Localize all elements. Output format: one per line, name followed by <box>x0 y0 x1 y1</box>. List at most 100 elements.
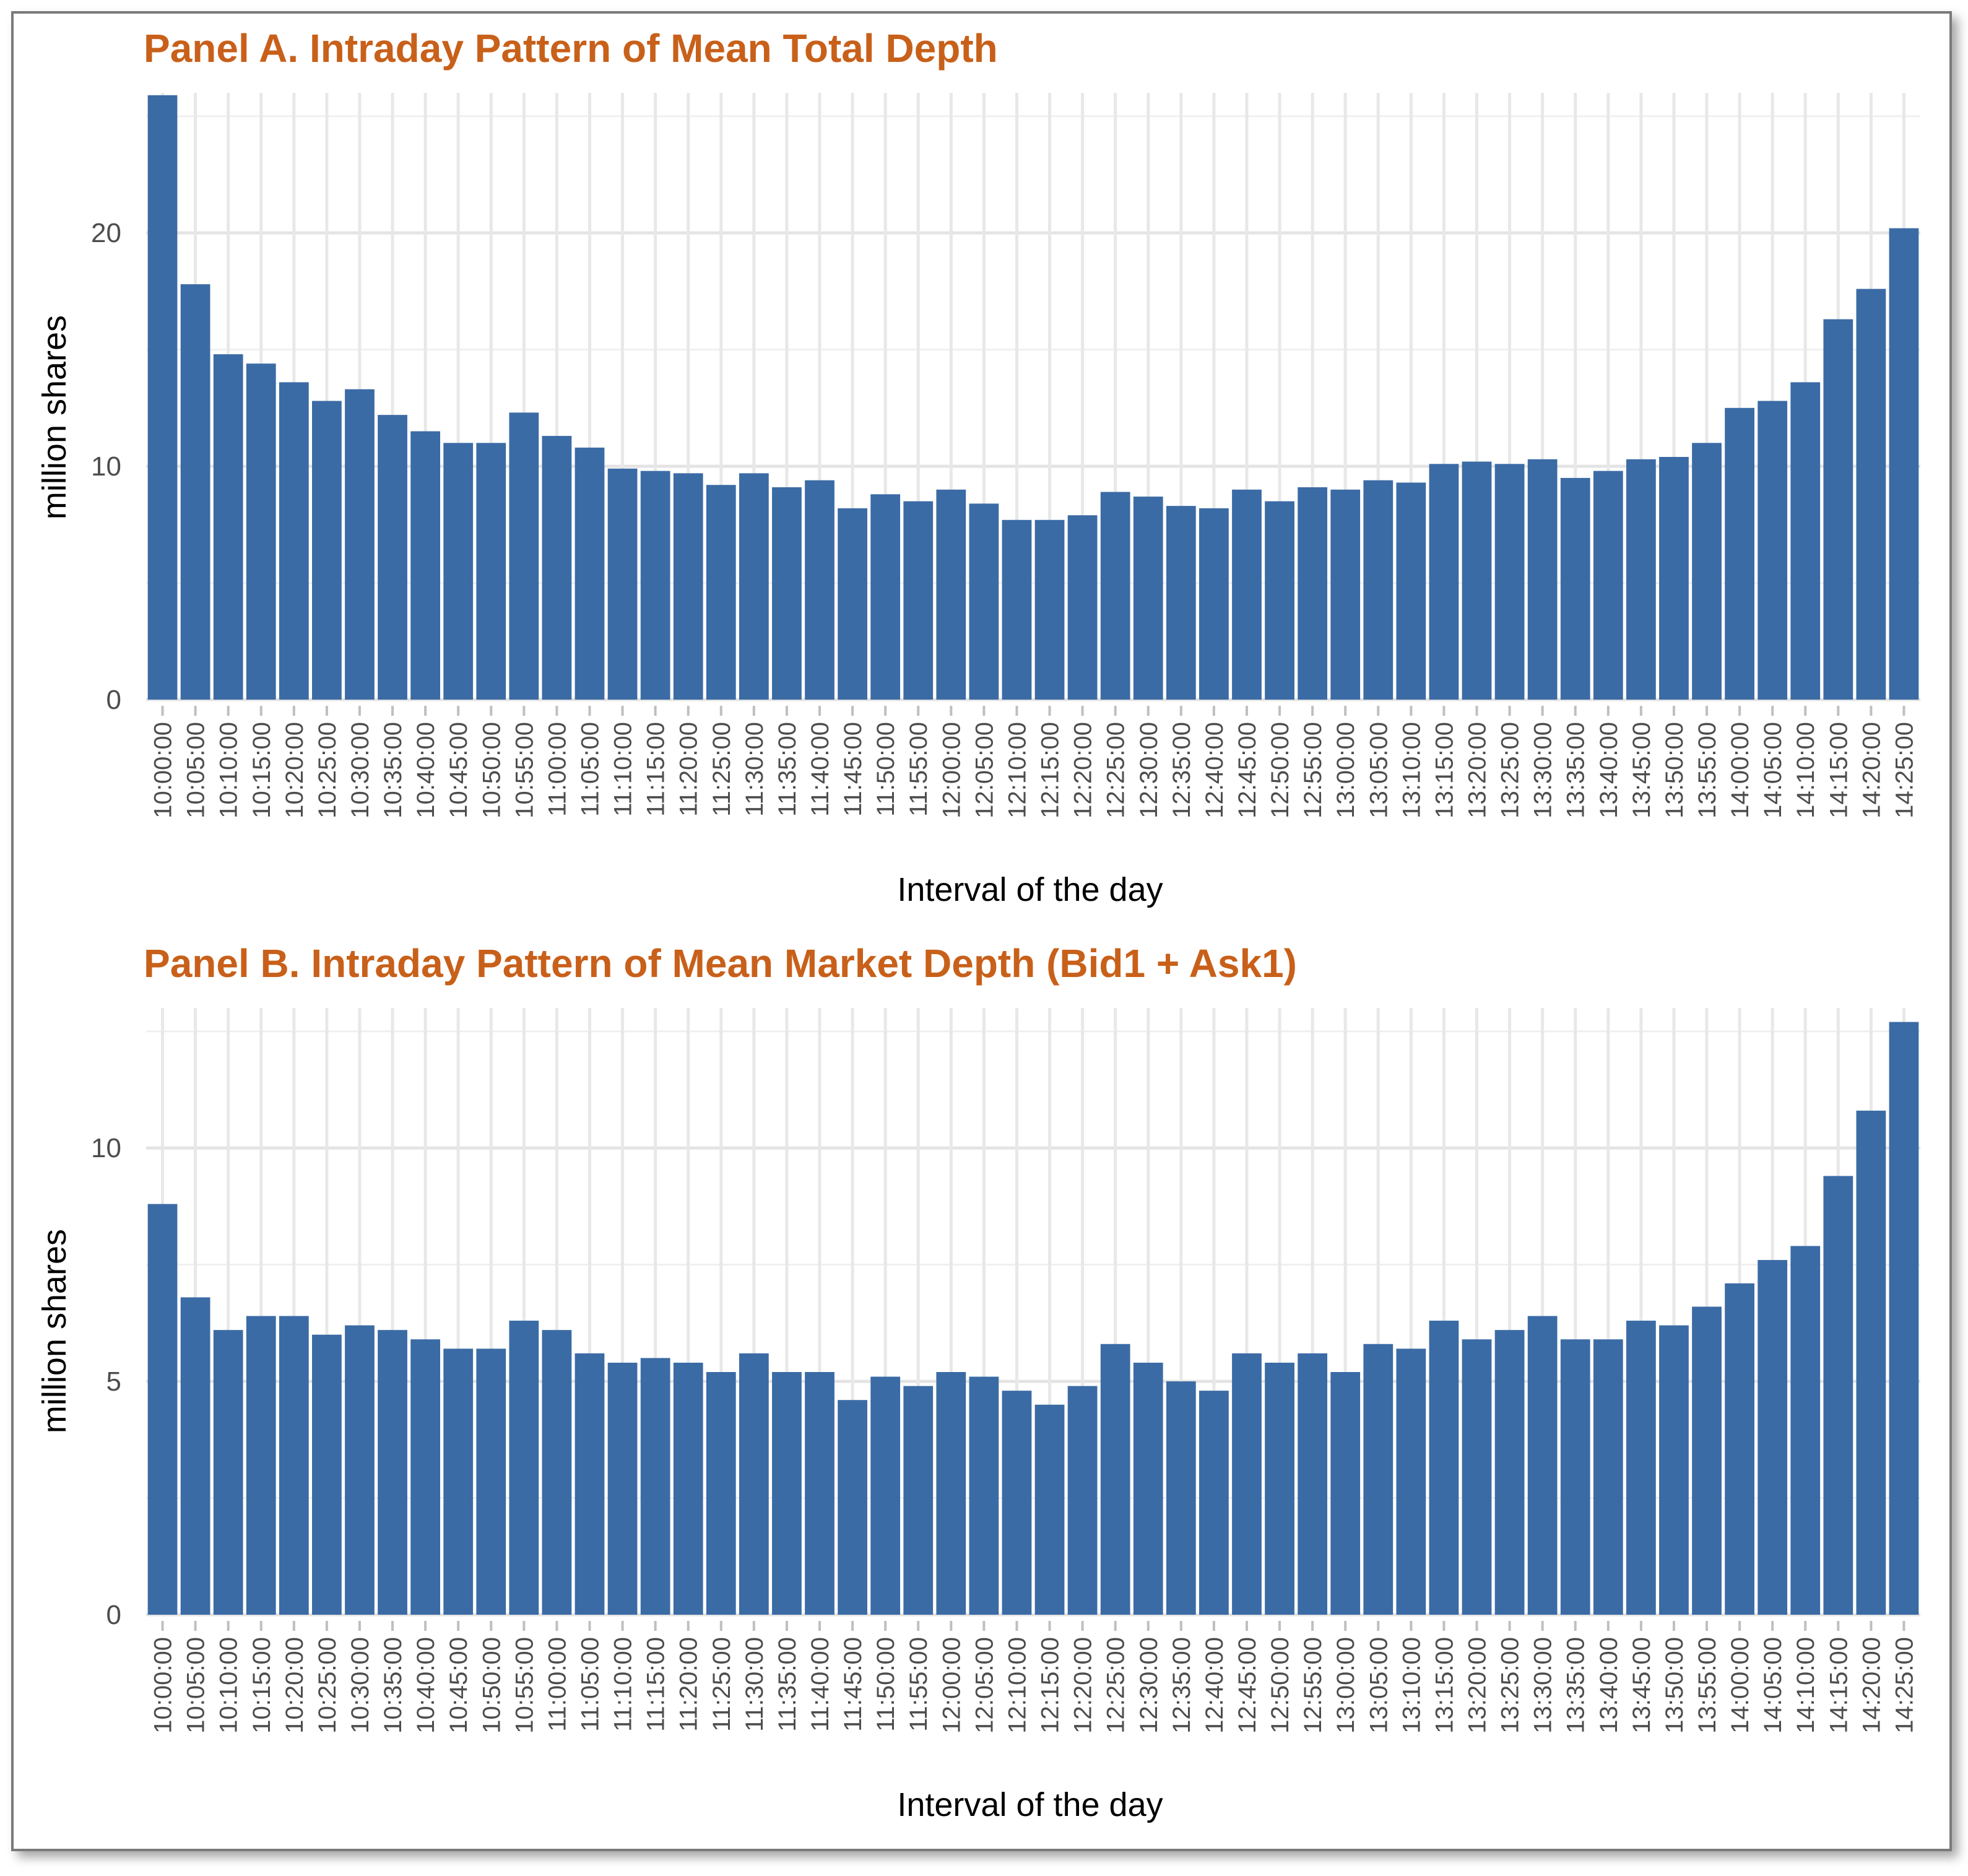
panel-a-x-tick-label: 11:30:00 <box>741 722 768 817</box>
panel-a-x-tick-label: 11:40:00 <box>807 722 834 817</box>
panel-b-bar <box>1363 1344 1394 1615</box>
panel-a-x-tick-label: 12:40:00 <box>1201 722 1228 819</box>
panel-a-x-tick-label: 11:00:00 <box>544 722 571 817</box>
panel-a-bar <box>1199 508 1229 700</box>
panel-b-x-ticks: 10:00:00 10:05:00 10:10:00 10:15:00 10:20:00… <box>150 1621 1918 1734</box>
panel-b-x-tick-label: 14:15:00 <box>1825 1637 1852 1734</box>
panel-a-x-tick-label: 10:05:00 <box>183 722 210 819</box>
panel-b-x-tick-label: 12:30:00 <box>1135 1637 1163 1734</box>
panel-b-x-tick-label: 13:00:00 <box>1332 1637 1359 1734</box>
panel-b-bar <box>640 1358 670 1615</box>
panel-a-x-tick-label: 12:25:00 <box>1103 722 1130 819</box>
panel-b-bar <box>1330 1372 1361 1615</box>
panel-b-x-tick-label: 12:50:00 <box>1267 1637 1294 1734</box>
panel-b-x-tick-label: 10:30:00 <box>347 1637 374 1734</box>
panel-b-bar <box>378 1330 407 1615</box>
panel-b-bar <box>312 1334 342 1615</box>
panel-a-bar <box>574 447 605 700</box>
panel-b-bar <box>1002 1391 1032 1615</box>
panel-b-x-tick-label: 11:00:00 <box>544 1637 571 1732</box>
panel-b-x-axis-title: Interval of the day <box>897 1786 1163 1823</box>
panel-b-bar <box>1396 1348 1426 1615</box>
panel-a-title: Panel A. Intraday Pattern of Mean Total … <box>144 26 998 71</box>
panel-a-bar <box>1265 501 1294 700</box>
panel-b-bar <box>1626 1321 1656 1615</box>
panel-b-x-tick-label: 12:20:00 <box>1070 1637 1097 1734</box>
panel-b-x-tick-label: 13:10:00 <box>1398 1637 1425 1734</box>
panel-a-x-ticks: 10:00:00 10:05:00 10:10:00 10:15:00 10:20:00… <box>150 706 1918 819</box>
panel-b-bar <box>1659 1325 1689 1615</box>
panel-a-x-tick-label: 10:35:00 <box>379 722 407 819</box>
panel-a-x-tick-label: 14:00:00 <box>1727 722 1754 819</box>
panel-a-bar <box>1100 492 1130 700</box>
panel-a-y-tick-label: 10 <box>91 451 121 482</box>
panel-a-bar <box>1298 487 1328 700</box>
panel-b-x-tick-label: 13:30:00 <box>1530 1637 1557 1734</box>
panel-b-x-tick-label: 10:50:00 <box>478 1637 505 1734</box>
panel-b-x-tick-label: 13:20:00 <box>1464 1637 1491 1734</box>
panel-a-x-tick-label: 13:15:00 <box>1431 722 1458 819</box>
panel-a-x-tick-label: 14:15:00 <box>1825 722 1852 819</box>
panel-a-bar <box>673 473 703 700</box>
panel-a-bar <box>1692 443 1722 700</box>
panel-b-x-tick-label: 10:15:00 <box>248 1637 275 1734</box>
panel-b-x-tick-label: 14:10:00 <box>1792 1637 1819 1734</box>
panel-a-bar <box>246 363 276 700</box>
panel-a-x-tick-label: 10:25:00 <box>314 722 341 819</box>
panel-b-x-tick-label: 14:25:00 <box>1891 1637 1918 1734</box>
panel-a-x-tick-label: 10:50:00 <box>478 722 505 819</box>
panel-a-x-tick-label: 13:10:00 <box>1398 722 1425 819</box>
panel-a-x-tick-label: 12:20:00 <box>1070 722 1097 819</box>
panel-b-x-tick-label: 12:00:00 <box>938 1637 965 1734</box>
panel-a-x-tick-label: 13:35:00 <box>1563 722 1590 819</box>
panel-a-bar <box>312 401 342 700</box>
panel-b-x-tick-label: 13:05:00 <box>1365 1637 1392 1734</box>
panel-a-bar <box>1823 319 1853 700</box>
panel-a-x-tick-label: 12:55:00 <box>1299 722 1327 819</box>
panel-a-bar <box>345 389 375 700</box>
panel-b-x-tick-label: 11:50:00 <box>872 1637 899 1732</box>
panel-a-x-tick-label: 11:20:00 <box>675 722 703 817</box>
panel-b-bar <box>443 1348 474 1615</box>
panel-b-bar <box>870 1376 901 1615</box>
panel-a-y-ticks: 0 10 20 <box>91 218 121 715</box>
panel-b-x-tick-label: 12:15:00 <box>1037 1637 1064 1734</box>
panel-a-bar <box>1560 477 1590 700</box>
panel-b-bar <box>1067 1386 1098 1615</box>
panel-b-x-tick-label: 10:35:00 <box>379 1637 407 1734</box>
panel-b-bar <box>1298 1353 1328 1615</box>
panel-b-x-tick-label: 11:30:00 <box>741 1637 768 1732</box>
panel-b-x-tick-label: 11:45:00 <box>839 1637 867 1732</box>
panel-b-x-tick-label: 13:15:00 <box>1431 1637 1458 1734</box>
panel-b-bar <box>903 1386 934 1615</box>
panel-a-bar <box>410 431 441 700</box>
panel-a-bar <box>542 436 572 700</box>
panel-b-bar <box>706 1372 736 1615</box>
panel-b-bar <box>1034 1404 1065 1615</box>
panel-b-y-tick-label: 5 <box>106 1366 121 1397</box>
panel-a-x-tick-label: 10:20:00 <box>281 722 308 819</box>
panel-b-bar <box>147 1204 178 1615</box>
panel-a-x-tick-label: 10:45:00 <box>445 722 472 819</box>
panel-b-bar <box>1527 1316 1558 1615</box>
panel-a-bar <box>1067 515 1098 700</box>
panel-a-x-tick-label: 13:20:00 <box>1464 722 1491 819</box>
panel-a-x-tick-label: 13:30:00 <box>1530 722 1557 819</box>
panel-a-x-tick-label: 10:55:00 <box>511 722 538 819</box>
panel-b-x-tick-label: 13:35:00 <box>1563 1637 1590 1734</box>
panel-b-bar <box>805 1372 834 1615</box>
panel-b-x-tick-label: 14:00:00 <box>1727 1637 1754 1734</box>
panel-a-bar <box>1626 459 1656 700</box>
panel-a-bar <box>1133 497 1163 700</box>
panel-b-bar <box>1560 1339 1590 1615</box>
panel-b-bar <box>1166 1381 1196 1615</box>
panel-a-x-tick-label: 11:35:00 <box>774 722 801 817</box>
panel-b-bar <box>1758 1260 1788 1615</box>
panel-a-bar <box>1494 464 1525 700</box>
panel-b-bar <box>279 1316 309 1615</box>
panel-b-x-tick-label: 10:45:00 <box>445 1637 472 1734</box>
panel-a-bar <box>739 473 769 700</box>
panel-a-x-tick-label: 10:00:00 <box>150 722 177 819</box>
panel-b-bar <box>1725 1283 1754 1615</box>
panel-b-bar <box>476 1348 506 1615</box>
